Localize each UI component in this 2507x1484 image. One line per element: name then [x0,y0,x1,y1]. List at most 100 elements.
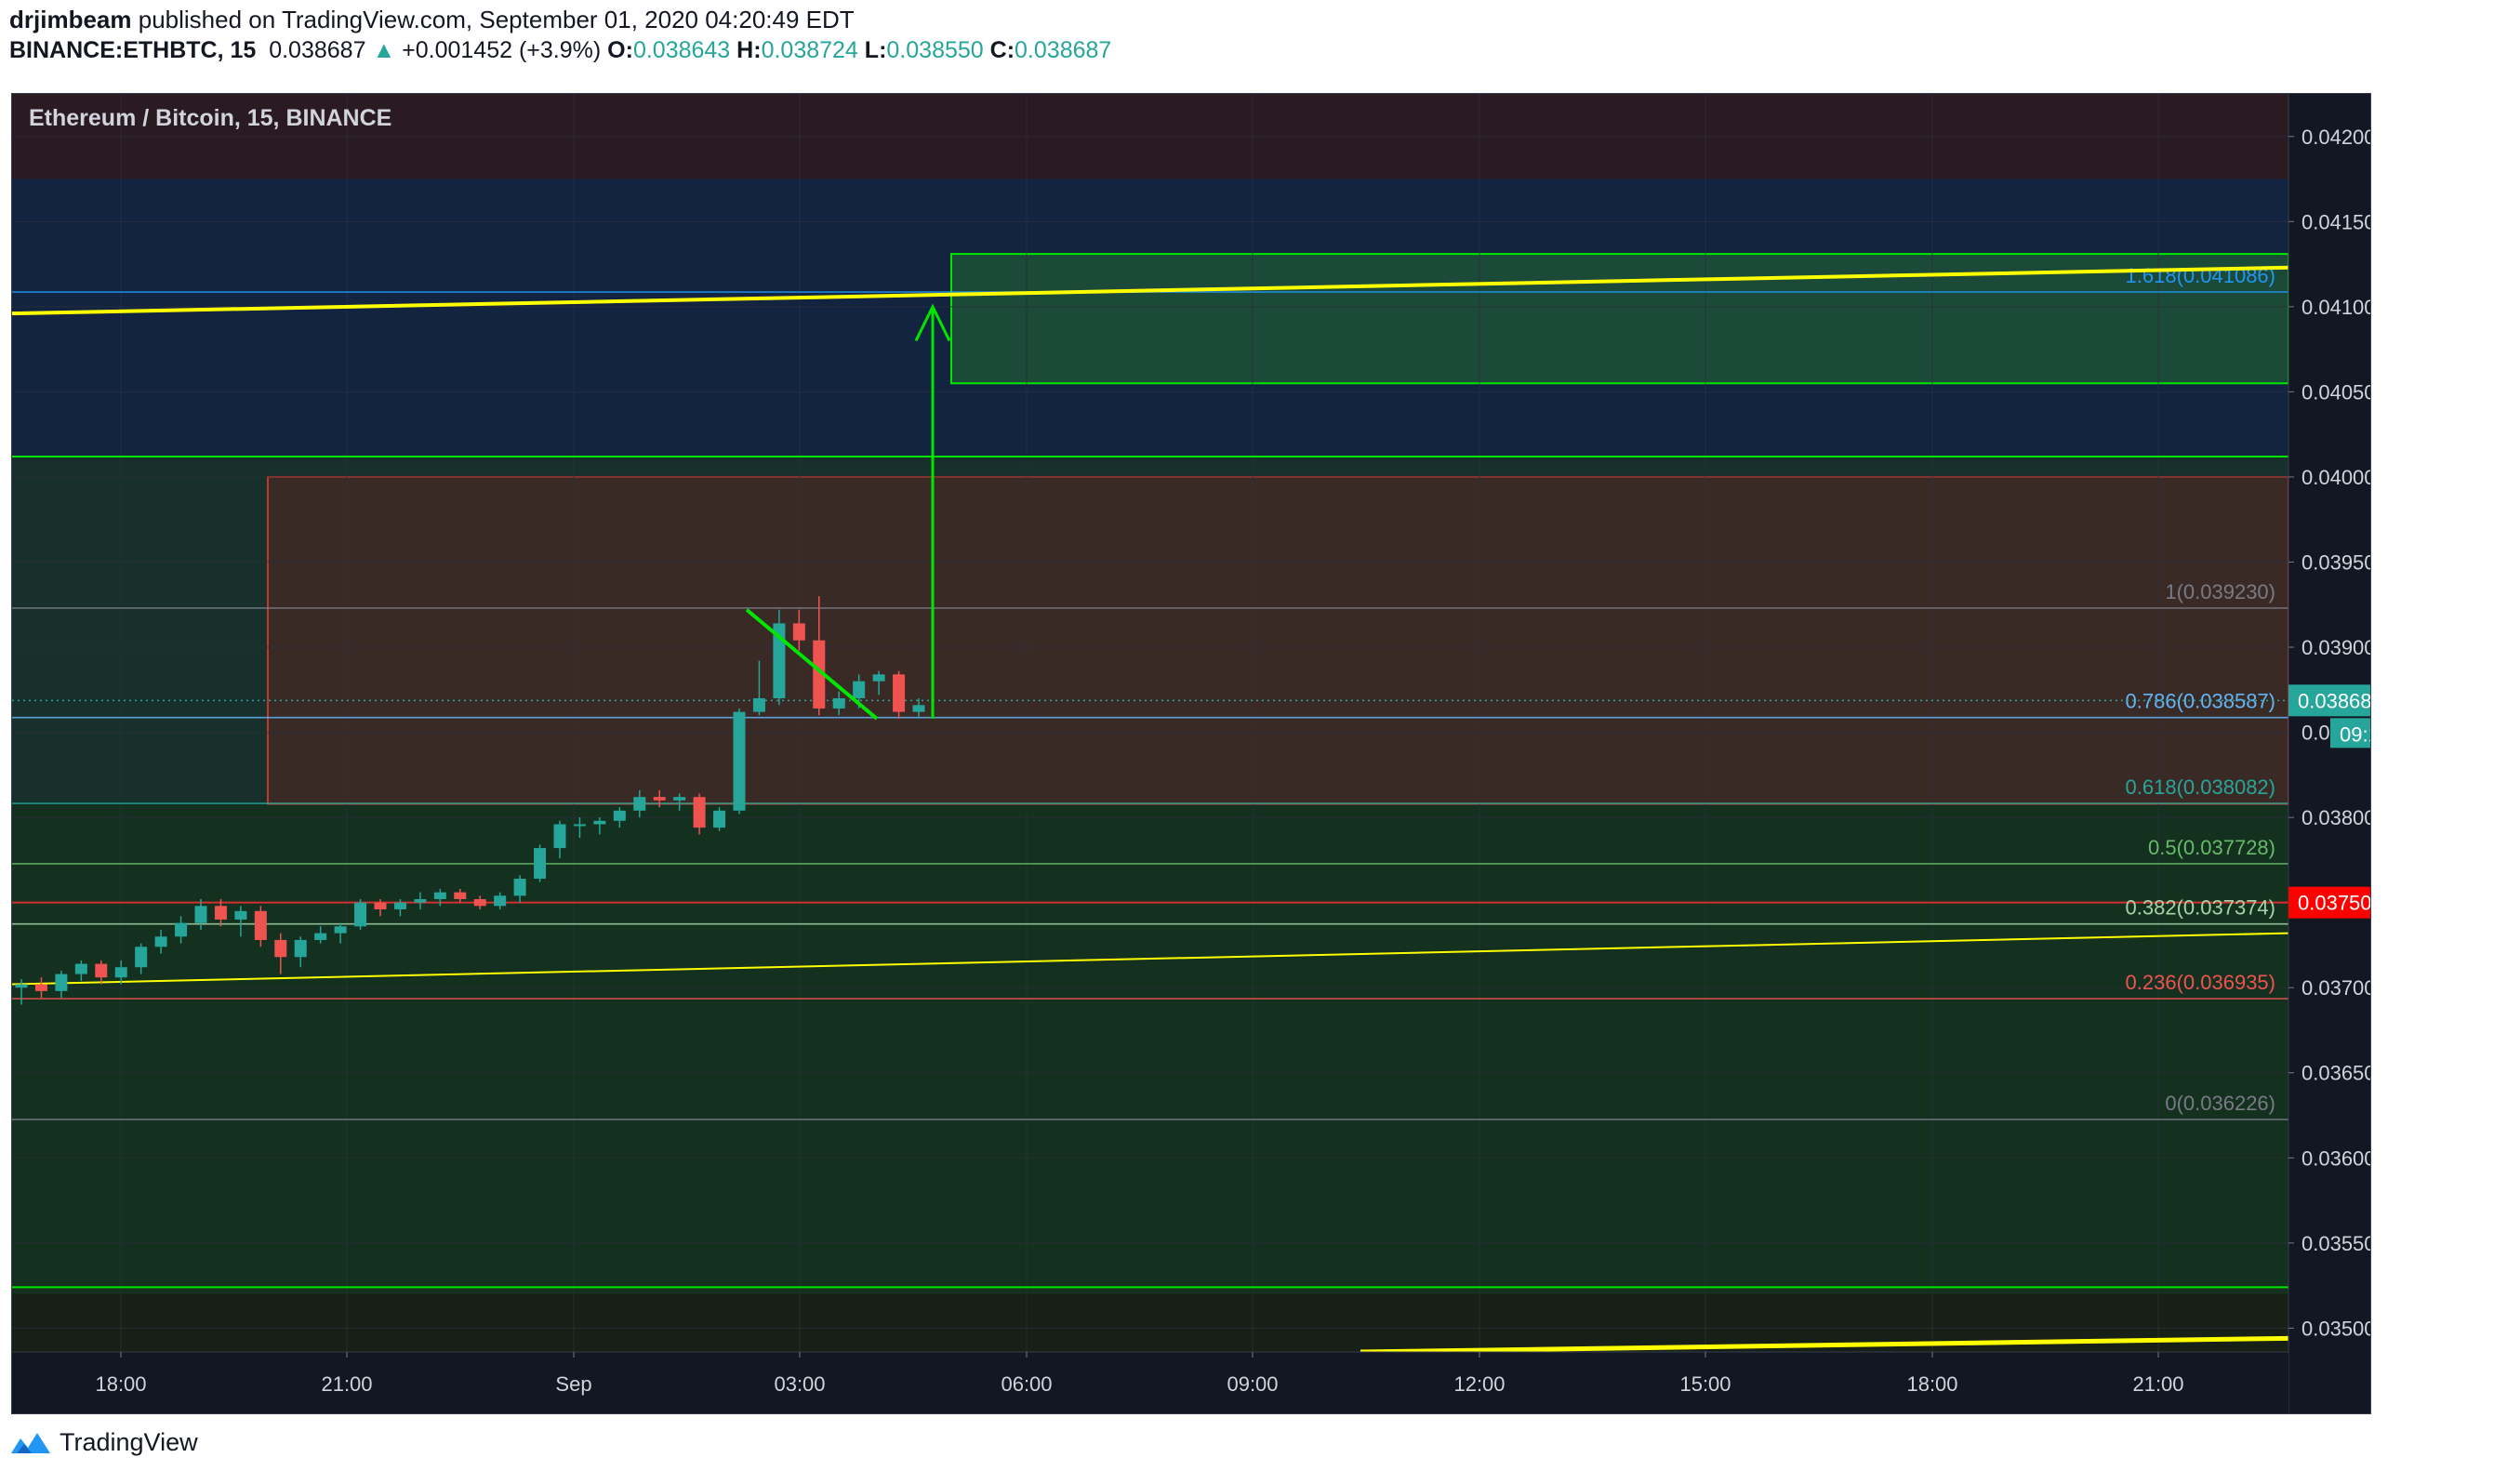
candle-body [872,674,885,682]
time-tick-label: 18:00 [95,1372,146,1396]
candle-body [773,623,786,698]
candle-body [494,895,507,907]
candle-body [673,797,686,801]
candle-body [334,926,347,934]
up-arrow-icon: ▲ [372,37,396,63]
candle-body [135,947,148,968]
candle-body [912,705,925,712]
bull-flag-line [745,608,879,721]
time-tick-label: 12:00 [1453,1372,1505,1396]
time-tick-label: 21:00 [321,1372,372,1396]
candle-body [114,967,127,978]
candle-body [534,848,547,880]
candle-body [733,711,746,811]
time-tick-label: 15:00 [1679,1372,1731,1396]
candle-body [433,892,446,899]
fib-label: 0.5(0.037728) [2148,836,2275,859]
symbol-info: BINANCE:ETHBTC, 15 0.038687 ▲ +0.001452 … [9,37,1111,64]
chart-title: Ethereum / Bitcoin, 15, BINANCE [29,105,392,131]
fib-label: 0.382(0.037374) [2126,896,2275,920]
time-axis [12,1352,2288,1413]
fib-label: 0.236(0.036935) [2126,971,2275,994]
time-tick-label: 06:00 [1001,1372,1052,1396]
candle-body [214,906,227,920]
candle-body [95,963,108,978]
target-arrow-head-icon [914,303,951,342]
author-name[interactable]: drjimbeam [9,6,132,33]
candle-body [194,906,207,923]
countdown-badge [2330,718,2370,749]
candle-body [374,902,387,909]
candle-body [175,922,188,937]
candle-body [633,797,646,811]
candle-body [314,933,327,940]
candle-body [154,936,167,947]
open-value: 0.038643 [632,37,731,63]
candle-body [792,623,805,641]
candle-body [813,640,826,709]
close-value: 0.038687 [1015,37,1112,63]
time-tick-label: 03:00 [774,1372,825,1396]
last-price-badge [2288,684,2370,717]
alert-price-badge-text: 0.037500 [2298,892,2370,915]
trendline-lower [1360,1335,2289,1355]
band-green-lower [12,803,2288,1294]
chart-area[interactable]: 1.618(0.041086) 1(0.039230) 0.786(0.038587… [11,93,2371,1414]
trendline-upper [12,265,2289,316]
publish-info: drjimbeam published on TradingView.com, … [9,6,855,34]
candle-body [473,898,486,907]
fib-label: 0.618(0.038082) [2126,775,2275,799]
candle-body [653,797,666,801]
candle-body [713,810,726,828]
candle-body [414,898,427,903]
trendline-middle [12,932,2289,986]
candle-body [254,910,267,940]
candle-body [573,824,586,827]
last-price-badge-text: 0.038687 [2298,689,2370,712]
price-change: +0.001452 (+3.9%) [402,37,602,63]
time-tick-label: Sep [555,1372,591,1396]
last-price: 0.038687 [269,37,366,63]
low-label: L: [864,37,887,63]
alert-price-badge [2288,886,2370,919]
countdown-badge-text: 09:13 [2340,722,2370,746]
candle-body [613,810,626,821]
close-label: C: [989,37,1015,63]
candle-body [593,820,606,825]
candle-body [15,984,28,988]
candle-body [513,879,526,896]
candle-body [274,939,287,958]
fib-label: 0(0.036226) [2165,1092,2275,1115]
price-tick-label-partial: 0.0 [2301,722,2330,745]
target-box [950,253,2289,385]
candle-body [74,963,87,974]
candle-body [294,939,307,958]
candle-body [34,984,47,991]
symbol: BINANCE:ETHBTC, 15 [9,37,257,63]
high-value: 0.038724 [761,37,858,63]
chart-canvas[interactable]: 1.618(0.041086)1(0.039230)0.786(0.038587… [12,94,2370,1413]
fib-label: 0.786(0.038587) [2126,690,2275,713]
tradingview-logo[interactable]: TradingView [11,1428,198,1457]
candle-body [893,674,906,712]
candle-body [354,902,367,927]
tradingview-logo-icon [11,1432,50,1453]
high-label: H: [736,37,762,63]
short-zone [268,476,2288,804]
candle-body [234,910,247,920]
candle-body [55,974,68,991]
candle-body [553,824,566,849]
price-axis [2288,94,2370,1413]
